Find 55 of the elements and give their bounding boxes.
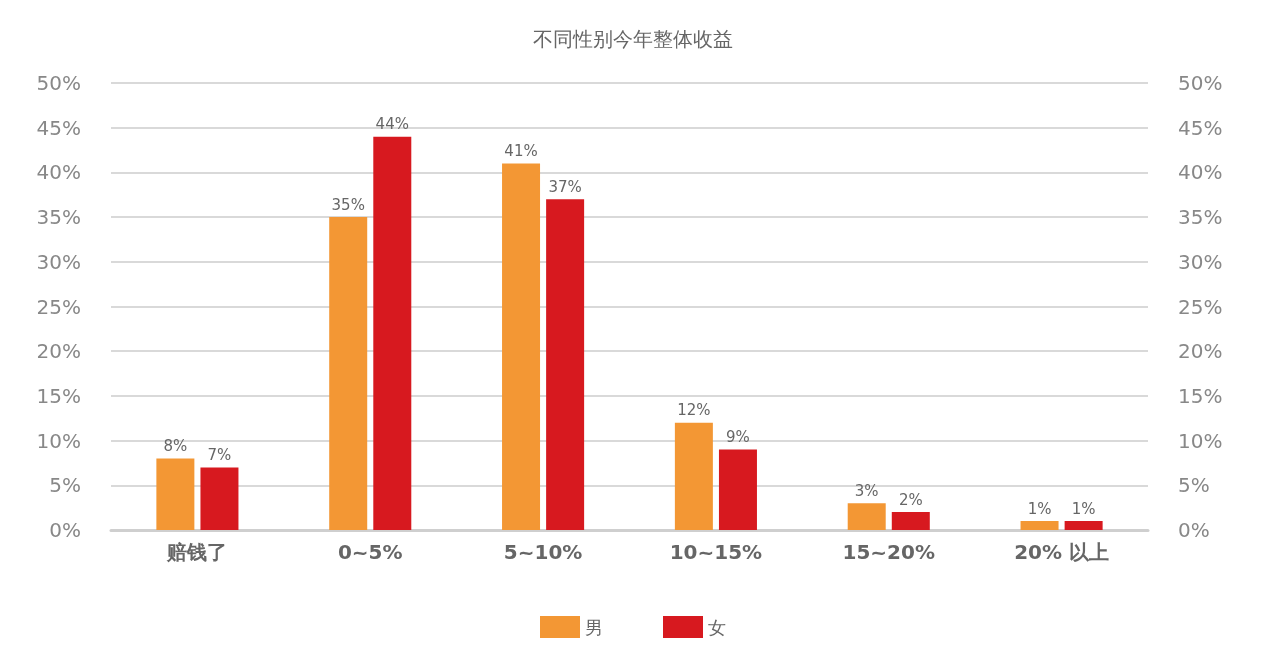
y2-tick-label: 50% — [1178, 71, 1223, 95]
y2-tick-label: 40% — [1178, 160, 1223, 185]
y2-tick-label: 0% — [1178, 518, 1210, 542]
x-tick-label: 赔钱了 — [166, 540, 228, 564]
y2-tick-label: 30% — [1178, 249, 1223, 274]
data-label: 37% — [548, 177, 582, 196]
x-tick-label: 5~10% — [503, 540, 583, 564]
x-tick-label: 0~5% — [337, 540, 403, 564]
bar — [674, 422, 713, 530]
y2-tick-label: 25% — [1178, 294, 1223, 319]
y2-tick-label: 35% — [1178, 205, 1223, 230]
y-tick-label: 45% — [36, 115, 81, 140]
y-tick-label: 20% — [36, 339, 81, 364]
y2-tick-label: 20% — [1178, 339, 1223, 364]
bar — [156, 458, 195, 530]
data-label: 41% — [504, 141, 538, 160]
data-label: 3% — [854, 481, 879, 500]
bar — [502, 163, 541, 530]
data-label: 12% — [677, 401, 711, 420]
y-tick-label: 0% — [49, 518, 81, 542]
data-label: 9% — [726, 428, 750, 447]
bar — [546, 199, 585, 530]
data-label: 35% — [331, 195, 365, 214]
y-tick-label: 25% — [36, 294, 81, 319]
y2-tick-label: 15% — [1178, 383, 1223, 408]
data-label: 44% — [375, 115, 409, 134]
data-label: 1% — [1027, 499, 1052, 518]
x-tick-label: 15~20% — [842, 540, 935, 564]
y2-tick-label: 45% — [1178, 115, 1223, 140]
x-tick-label: 20% 以上 — [1014, 540, 1110, 564]
y2-tick-label: 10% — [1178, 428, 1223, 453]
data-label: 1% — [1071, 499, 1096, 518]
bar — [329, 217, 368, 530]
bar — [1064, 521, 1103, 530]
data-label: 7% — [207, 445, 232, 464]
chart-title: 不同性别今年整体收益 — [533, 27, 733, 51]
bar — [200, 467, 239, 530]
y-tick-label: 30% — [36, 249, 81, 274]
legend-label: 女 — [708, 616, 726, 638]
data-label: 2% — [898, 490, 923, 509]
y-tick-label: 5% — [49, 473, 81, 498]
bar — [718, 449, 757, 530]
bar — [373, 136, 412, 530]
bar — [847, 503, 886, 530]
x-tick-label: 10~15% — [669, 540, 763, 564]
y2-tick-label: 5% — [1178, 473, 1210, 498]
y-tick-label: 40% — [36, 160, 81, 185]
y-tick-label: 10% — [36, 428, 81, 453]
data-label: 8% — [163, 436, 188, 455]
bar — [891, 512, 930, 530]
y-tick-label: 15% — [36, 383, 81, 408]
y-tick-label: 35% — [36, 205, 81, 230]
legend-label: 男 — [585, 616, 603, 638]
y-tick-label: 50% — [36, 71, 81, 95]
bar — [1020, 521, 1059, 530]
